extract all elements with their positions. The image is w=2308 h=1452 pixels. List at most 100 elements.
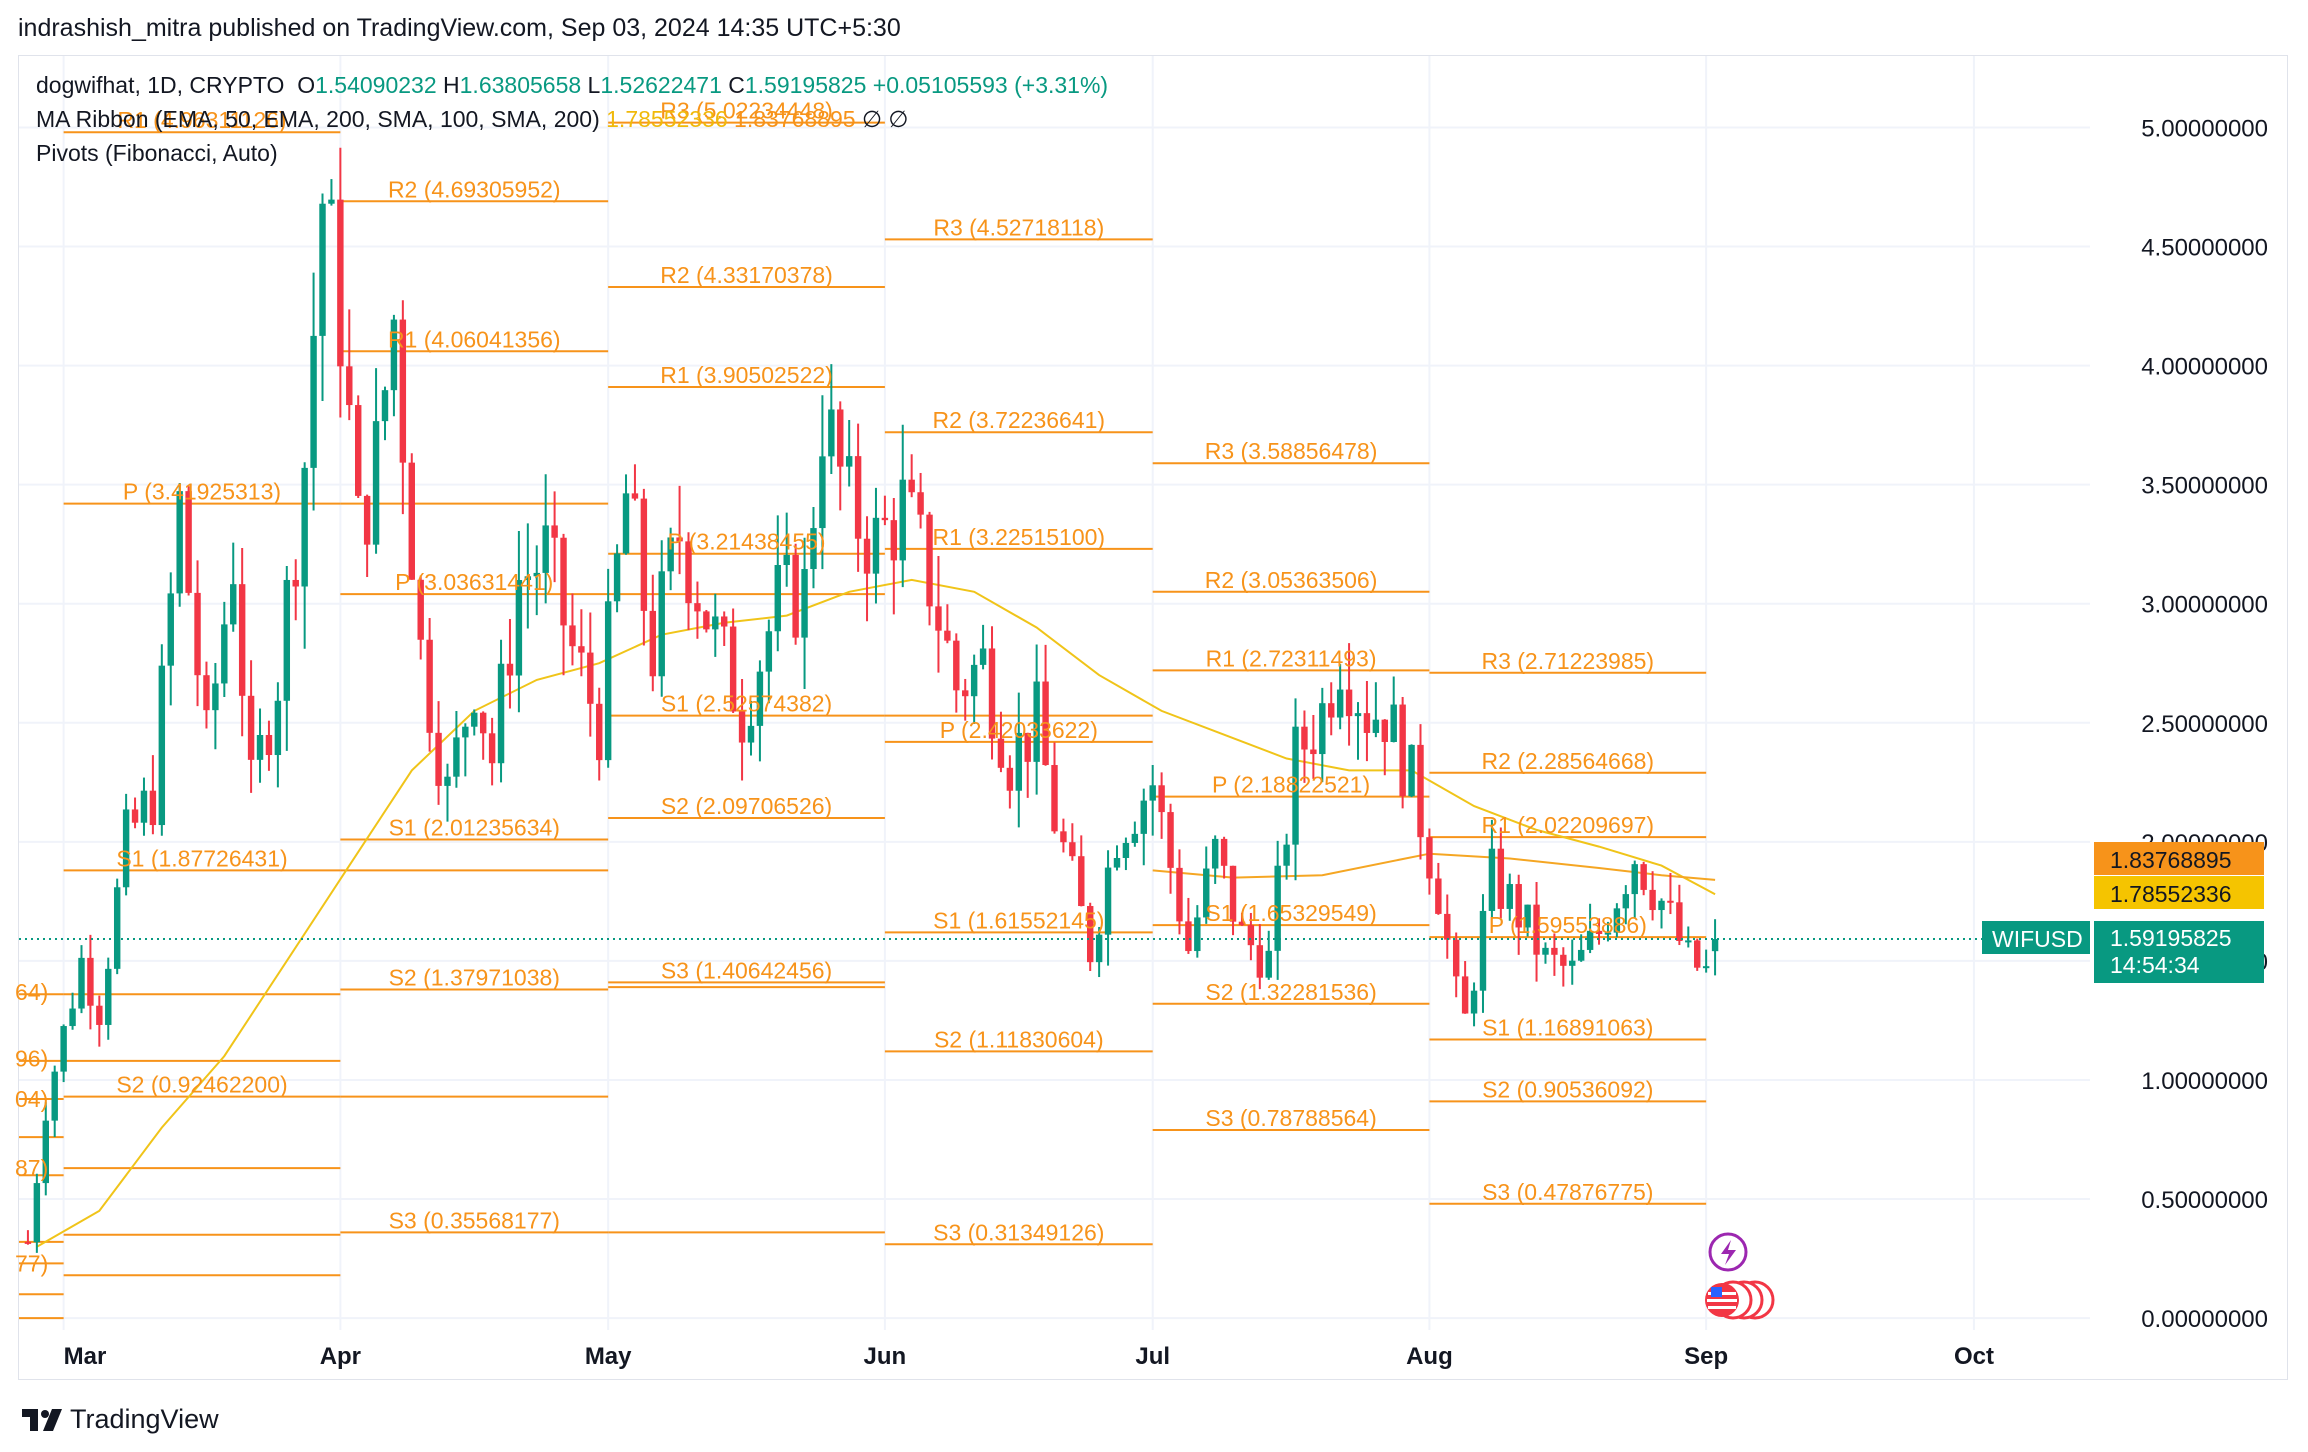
candle-body xyxy=(712,616,719,630)
pivot-level-label: 87) xyxy=(15,1155,48,1181)
pivot-level-label: R1 (2.02209697) xyxy=(1481,812,1654,838)
candle-body xyxy=(238,584,246,696)
candle-body xyxy=(1533,904,1540,955)
ma-value-3: ∅ xyxy=(861,106,882,132)
candles xyxy=(24,147,1719,1253)
candle-body xyxy=(1256,945,1264,978)
candle-body xyxy=(694,603,701,612)
candle-body xyxy=(970,664,978,697)
candle-body xyxy=(1479,910,1487,991)
candle-body xyxy=(1336,689,1344,718)
candle-body xyxy=(1229,865,1237,922)
pivot-level-label: S2 (0.90536092) xyxy=(1482,1076,1653,1102)
pivot-level-label: P (2.42033622) xyxy=(940,717,1098,743)
candle-body xyxy=(783,554,790,566)
x-tick-label: Aug xyxy=(1406,1343,1453,1370)
candle-body xyxy=(1015,732,1023,791)
candle-body xyxy=(1435,878,1442,914)
candle-body xyxy=(676,537,683,542)
candle-body xyxy=(1194,917,1201,952)
candle-body xyxy=(1185,921,1192,952)
candle-body xyxy=(435,732,442,786)
pivots-label[interactable]: Pivots (Fibonacci, Auto) xyxy=(36,140,278,166)
candle-body xyxy=(1176,867,1183,922)
candle-body xyxy=(997,738,1005,768)
candle-body xyxy=(301,467,308,587)
candle-body xyxy=(962,690,969,697)
ma-ribbon-label[interactable]: MA Ribbon (EMA, 50, EMA, 200, SMA, 100, … xyxy=(36,106,600,132)
tradingview-logo[interactable]: TradingView xyxy=(22,1404,219,1435)
candle-body xyxy=(613,553,621,602)
pivot-level-label: S2 (1.11830604) xyxy=(934,1026,1104,1052)
candle-body xyxy=(703,611,710,630)
candle-body xyxy=(1702,966,1710,969)
candle-body xyxy=(845,456,853,467)
candle-body xyxy=(69,1008,76,1027)
x-tick-label: Mar xyxy=(64,1343,107,1370)
pivot-level-label: R3 (4.52718118) xyxy=(933,214,1104,240)
candle-body xyxy=(265,734,273,756)
candle-body xyxy=(1506,884,1513,909)
candle-body xyxy=(1086,906,1094,963)
x-tick-label: Jun xyxy=(864,1343,907,1370)
candle-body xyxy=(1452,939,1460,977)
tradingview-logo-icon xyxy=(22,1408,62,1431)
y-tick-label: 5.00000000 xyxy=(2141,115,2268,142)
candle-body xyxy=(1631,864,1638,895)
candle-body xyxy=(1685,940,1692,943)
candle-body xyxy=(1694,940,1701,968)
grid xyxy=(19,56,2090,1330)
candle-body xyxy=(149,790,157,826)
pivot-level-label: 96) xyxy=(15,1046,48,1072)
candle-body xyxy=(399,319,407,463)
candle-body xyxy=(801,569,808,638)
x-tick-label: Sep xyxy=(1684,1343,1728,1370)
ma-price-tag-top: 1.83768895 xyxy=(2094,842,2264,875)
candle-body xyxy=(640,498,648,611)
candle-body xyxy=(729,626,737,712)
candle-body xyxy=(274,700,282,756)
candle-body xyxy=(1470,990,1478,1014)
y-tick-label: 0.50000000 xyxy=(2141,1187,2268,1214)
candle-body xyxy=(979,648,987,665)
pivot-level-label: S1 (1.87726431) xyxy=(116,845,287,871)
pivot-level-label: R3 (2.71223985) xyxy=(1481,648,1654,674)
ma-ribbon-legend: MA Ribbon (EMA, 50, EMA, 200, SMA, 100, … xyxy=(36,106,908,133)
candle-body xyxy=(1363,713,1371,733)
x-tick-label: Apr xyxy=(320,1343,361,1370)
candle-body xyxy=(1203,868,1210,918)
candle-body xyxy=(87,957,94,1006)
candle-body xyxy=(310,335,317,468)
y-tick-label: 3.00000000 xyxy=(2141,592,2268,619)
candle-body xyxy=(819,456,826,529)
pivot-level-label: R1 (3.22515100) xyxy=(932,524,1105,550)
pivot-level-label: R2 (4.33170378) xyxy=(660,262,833,288)
candle-body xyxy=(1381,719,1389,742)
pivot-level-label: P (1.59553886) xyxy=(1489,912,1647,938)
candle-body xyxy=(1577,949,1585,961)
candle-body xyxy=(899,479,906,561)
candle-body xyxy=(1649,889,1656,911)
low-label: L xyxy=(587,72,601,98)
candle-body xyxy=(872,517,880,574)
candle-body xyxy=(408,462,415,580)
candle-body xyxy=(649,610,657,677)
candle-body xyxy=(78,957,85,1009)
symbol-label[interactable]: dogwifhat, 1D, CRYPTO xyxy=(36,72,285,98)
candle-body xyxy=(667,537,674,572)
candle-body xyxy=(1569,960,1576,966)
ma-value-1: 1.78552336 xyxy=(606,106,728,132)
pivot-level-label: S2 (2.09706526) xyxy=(661,793,832,819)
candle-body xyxy=(1497,848,1505,909)
candle-body xyxy=(774,565,781,632)
high-value: 1.63805658 xyxy=(459,72,582,98)
y-tick-label: 1.00000000 xyxy=(2141,1068,2268,1095)
candle-body xyxy=(569,625,576,647)
candle-body xyxy=(1399,704,1406,797)
ohlc-legend: dogwifhat, 1D, CRYPTO O1.54090232 H1.638… xyxy=(36,72,1108,99)
candle-body xyxy=(444,776,451,786)
candle-body xyxy=(1560,954,1567,966)
high-label: H xyxy=(443,72,460,98)
candle-body xyxy=(230,584,237,625)
